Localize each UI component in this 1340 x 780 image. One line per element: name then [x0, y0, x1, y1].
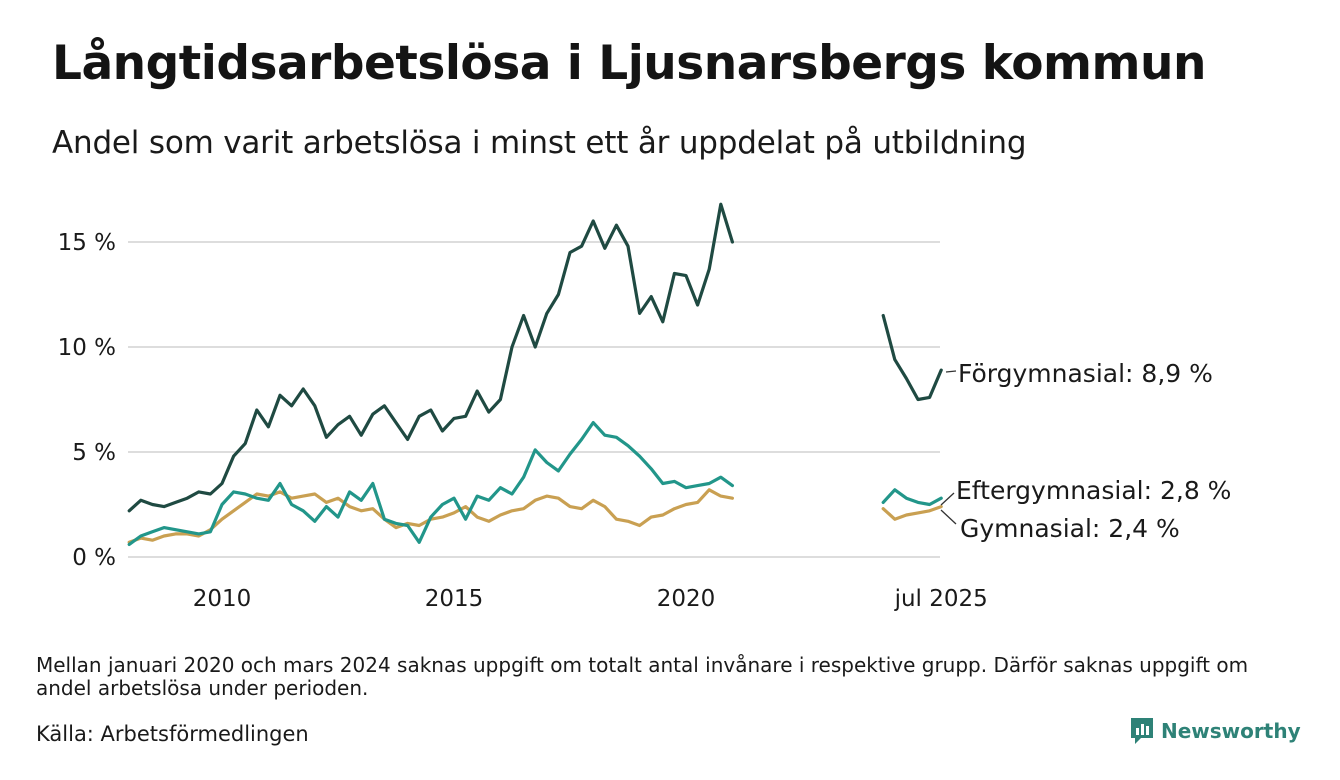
y-tick-label: 10 %	[58, 335, 116, 361]
label-leader-eftergymnasial	[940, 492, 955, 506]
label-leader-gymnasial	[940, 509, 957, 525]
series-label-gymnasial: Gymnasial: 2,4 %	[960, 514, 1180, 543]
y-tick-label: 15 %	[58, 230, 116, 256]
series-label-forgymnasial: Förgymnasial: 8,9 %	[958, 359, 1213, 388]
x-tick-label: 2015	[425, 586, 484, 612]
x-tick-label: 2020	[657, 586, 716, 612]
x-tick-label: 2010	[193, 586, 252, 612]
chart-subtitle: Andel som varit arbetslösa i minst ett å…	[52, 125, 1027, 161]
x-tick-label: jul 2025	[894, 586, 988, 612]
series-line-eftergymnasial-segment-2	[881, 488, 943, 507]
brand-name: Newsworthy	[1161, 719, 1301, 743]
series-line-forgymnasial-segment-1	[127, 202, 735, 513]
line-chart: 0 % 5 % 10 % 15 % 2010 2015 2020 jul 2025 Förgym…	[58, 202, 1231, 612]
label-leader-forgymnasial	[945, 370, 957, 373]
y-tick-label: 0 %	[72, 545, 116, 571]
y-tick-label: 5 %	[72, 440, 116, 466]
series-line-forgymnasial-segment-2	[881, 313, 943, 402]
series-label-eftergymnasial: Eftergymnasial: 2,8 %	[956, 476, 1231, 505]
series-line-eftergymnasial-segment-1	[127, 421, 735, 547]
chart-title: Långtidsarbetslösa i Ljusnarsbergs kommu…	[52, 36, 1206, 91]
footnote: Mellan januari 2020 och mars 2024 saknas…	[36, 653, 1249, 700]
newsworthy-logo: Newsworthy	[1129, 716, 1301, 746]
source-note: Källa: Arbetsförmedlingen	[36, 722, 309, 746]
series-line-gymnasial-segment-2	[881, 505, 943, 521]
newsworthy-bars-icon	[1131, 718, 1153, 744]
